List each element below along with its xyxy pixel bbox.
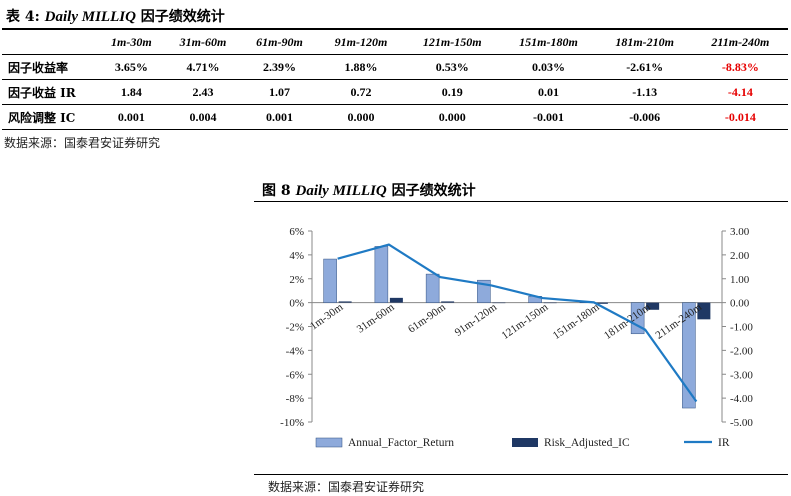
right-tick-label: 0.00 bbox=[730, 298, 750, 310]
col-header: 31m-60m bbox=[164, 30, 242, 55]
bar-risk-adjusted-ic bbox=[441, 301, 455, 303]
row-label: 因子收益率 bbox=[2, 54, 98, 80]
table-cell: 0.000 bbox=[317, 104, 405, 130]
table-cell: 3.65% bbox=[98, 54, 165, 80]
legend-label-ir: IR bbox=[718, 437, 730, 449]
table-row: 因子收益率 3.65% 4.71% 2.39% 1.88% 0.53% 0.03… bbox=[2, 54, 788, 80]
table-row: 风险调整 IC 0.001 0.004 0.001 0.000 0.000 -0… bbox=[2, 104, 788, 130]
table-cell: 0.000 bbox=[404, 104, 501, 130]
left-tick-label: -6% bbox=[286, 369, 304, 381]
figure-bottom-rule bbox=[254, 474, 788, 475]
table-cell: -1.13 bbox=[596, 79, 693, 105]
table-cell: -2.61% bbox=[596, 54, 693, 80]
table-source: 数据来源：国泰君安证券研究 bbox=[4, 136, 161, 150]
col-header: 61m-90m bbox=[241, 30, 318, 55]
category-label: 121m-150m bbox=[499, 301, 550, 342]
stats-table: 1m-30m 31m-60m 61m-90m 91m-120m 121m-150… bbox=[2, 30, 788, 130]
table-cell: 0.53% bbox=[404, 54, 501, 80]
right-tick-label: -1.00 bbox=[730, 322, 753, 334]
table-cell: 0.004 bbox=[164, 104, 242, 130]
figure-title: 图 8 Daily MILLIQ 因子绩效统计 bbox=[262, 180, 476, 200]
table-header-row: 1m-30m 31m-60m 61m-90m 91m-120m 121m-150… bbox=[2, 30, 788, 55]
bar-annual-factor-return bbox=[630, 302, 645, 335]
bar-risk-adjusted-ic bbox=[697, 302, 711, 320]
table-cell: 0.001 bbox=[98, 104, 165, 130]
col-header: 1m-30m bbox=[98, 30, 165, 55]
bar-risk-adjusted-ic bbox=[594, 302, 608, 304]
left-tick-label: -2% bbox=[286, 322, 304, 334]
left-tick-label: -10% bbox=[280, 417, 304, 429]
category-label: 61m-90m bbox=[406, 301, 448, 336]
col-header: 151m-180m bbox=[500, 30, 597, 55]
bar-risk-adjusted-ic bbox=[543, 302, 557, 304]
col-header: 181m-210m bbox=[596, 30, 693, 55]
factor-chart: -10% -8% -6% -4% -2% 0% 2% 4% 6% -5.00 -4.00 -3.00 -… bbox=[280, 226, 753, 449]
table-cell: -0.001 bbox=[500, 104, 597, 130]
bar-risk-adjusted-ic bbox=[338, 301, 352, 303]
category-label: 1m-30m bbox=[308, 301, 346, 332]
table-cell: 0.001 bbox=[241, 104, 318, 130]
table-row: 因子收益 IR 1.84 2.43 1.07 0.72 0.19 0.01 -1… bbox=[2, 79, 788, 105]
category-label: 91m-120m bbox=[453, 301, 500, 339]
col-header: 121m-150m bbox=[404, 30, 501, 55]
bar-annual-factor-return bbox=[425, 273, 440, 303]
table-top-rule bbox=[2, 28, 788, 30]
category-label: 31m-60m bbox=[355, 301, 397, 336]
right-tick-label: 2.00 bbox=[730, 250, 750, 262]
legend-label-ic: Risk_Adjusted_IC bbox=[544, 437, 630, 449]
right-tick-label: -4.00 bbox=[730, 393, 753, 405]
table-cell: 1.84 bbox=[98, 79, 165, 105]
legend-swatch-annual bbox=[315, 437, 343, 448]
bar-risk-adjusted-ic bbox=[492, 302, 506, 304]
table-title: 表 4: Daily MILLIQ 因子绩效统计 bbox=[6, 6, 225, 26]
left-tick-label: 4% bbox=[289, 250, 304, 262]
bar-risk-adjusted-ic bbox=[646, 302, 660, 310]
table-cell: 0.72 bbox=[317, 79, 405, 105]
row-label: 因子收益 IR bbox=[2, 79, 98, 105]
table-cell: 2.39% bbox=[241, 54, 318, 80]
legend-swatch-ic bbox=[512, 438, 538, 447]
table-title-italic: Daily MILLIQ bbox=[44, 9, 136, 25]
bar-annual-factor-return bbox=[374, 246, 389, 303]
right-tick-label: 3.00 bbox=[730, 226, 750, 238]
ir-line bbox=[337, 243, 698, 403]
table-corner-cell bbox=[2, 30, 98, 55]
category-label: 151m-180m bbox=[551, 301, 602, 342]
figure-title-italic: Daily MILLIQ bbox=[295, 183, 387, 199]
left-tick-label: 2% bbox=[289, 274, 304, 286]
table-title-suffix: 因子绩效统计 bbox=[140, 9, 225, 25]
bar-annual-factor-return bbox=[323, 258, 337, 303]
table-cell: 1.88% bbox=[317, 54, 405, 80]
left-tick-label: -4% bbox=[286, 345, 304, 357]
legend-label-annual: Annual_Factor_Return bbox=[348, 437, 454, 449]
left-tick-label: -8% bbox=[286, 393, 304, 405]
table-cell: 0.19 bbox=[404, 79, 501, 105]
figure-source: 数据来源：国泰君安证券研究 bbox=[268, 480, 425, 494]
bar-risk-adjusted-ic bbox=[389, 297, 403, 303]
right-tick-label: -5.00 bbox=[730, 417, 753, 429]
table-cell: -0.006 bbox=[596, 104, 693, 130]
table-cell-highlight: -8.83% bbox=[692, 54, 788, 80]
figure-title-prefix: 图 8 bbox=[262, 183, 291, 199]
table-cell: 4.71% bbox=[164, 54, 242, 80]
row-label: 风险调整 IC bbox=[2, 104, 98, 130]
table-cell: 1.07 bbox=[241, 79, 318, 105]
table-cell-highlight: -0.014 bbox=[692, 104, 788, 130]
col-header: 91m-120m bbox=[317, 30, 405, 55]
bar-annual-factor-return bbox=[682, 302, 696, 409]
figure-title-suffix: 因子绩效统计 bbox=[391, 183, 476, 199]
col-header: 211m-240m bbox=[692, 30, 788, 55]
category-label: 211m-240m bbox=[653, 301, 704, 342]
table-cell: 0.01 bbox=[500, 79, 597, 105]
right-tick-label: -2.00 bbox=[730, 345, 753, 357]
right-tick-label: -3.00 bbox=[730, 369, 753, 381]
left-tick-label: 6% bbox=[289, 226, 304, 238]
table-cell: 0.03% bbox=[500, 54, 597, 80]
left-tick-label: 0% bbox=[289, 298, 304, 310]
table-title-prefix: 表 4: bbox=[6, 9, 40, 25]
table-cell: 2.43 bbox=[164, 79, 242, 105]
figure-top-rule bbox=[254, 201, 788, 202]
table-cell-highlight: -4.14 bbox=[692, 79, 788, 105]
right-tick-label: 1.00 bbox=[730, 274, 750, 286]
